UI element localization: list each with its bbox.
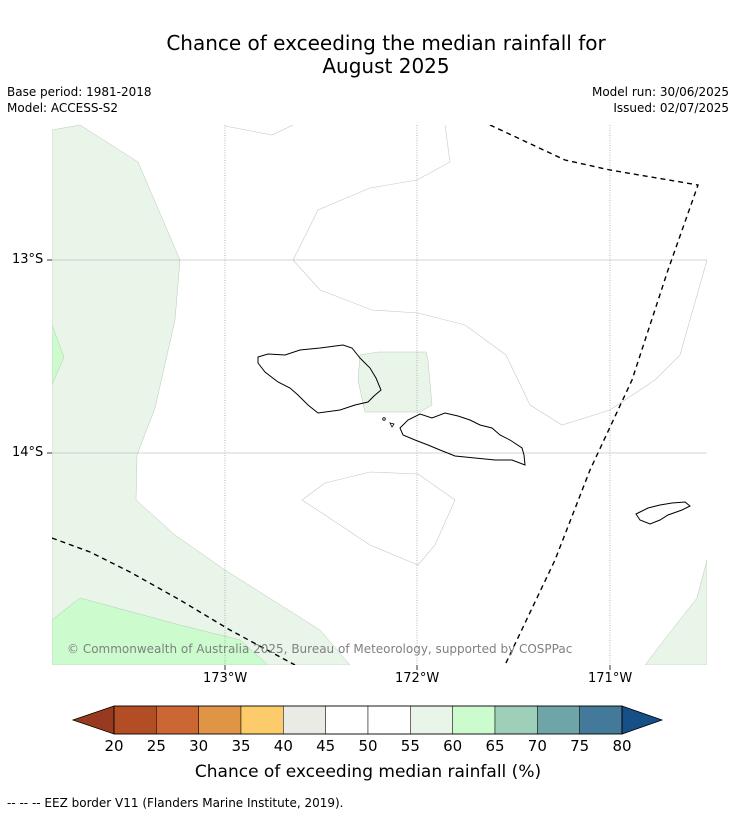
colorbar-tick-label: 55 <box>400 737 420 755</box>
colorbar-segment <box>410 705 453 735</box>
colorbar-segment <box>537 705 580 735</box>
base-period: Base period: 1981-2018 <box>7 85 152 99</box>
colorbar-tick-label: 30 <box>189 737 209 755</box>
colorbar-tick-label: 50 <box>358 737 378 755</box>
issued-date: Issued: 02/07/2025 <box>613 101 729 115</box>
lon-label-173w: 173°W <box>203 671 248 686</box>
model-name: Model: ACCESS-S2 <box>7 101 119 115</box>
lat-label-14s: 14°S <box>12 445 44 460</box>
model-run: Model run: 30/06/2025 <box>591 85 729 99</box>
colorbar-segment <box>579 705 623 735</box>
lat-label-13s: 13°S <box>12 252 44 267</box>
rain-band-55-60-southeast <box>644 559 707 665</box>
rain-band-60-65-southwest <box>52 597 269 665</box>
colorbar <box>71 705 664 735</box>
colorbar-tick-label: 80 <box>612 737 632 755</box>
colorbar-tick-label: 35 <box>231 737 251 755</box>
island-savaii <box>257 344 382 414</box>
colorbar-segment <box>367 705 411 735</box>
colorbar-over-arrow <box>621 705 664 735</box>
colorbar-segment <box>156 705 199 735</box>
colorbar-segment <box>240 705 284 735</box>
island-tutuila <box>635 501 691 525</box>
colorbar-tick-label: 75 <box>570 737 590 755</box>
island-upolu <box>399 412 526 466</box>
colorbar-tick-label: 25 <box>146 737 166 755</box>
colorbar-segment <box>198 705 242 735</box>
colorbar-segment <box>113 705 157 735</box>
rain-band-55-60-central <box>357 351 433 413</box>
colorbar-tick-label: 60 <box>443 737 463 755</box>
eez-footnote: -- -- -- EEZ border V11 (Flanders Marine… <box>7 796 344 810</box>
colorbar-segment <box>494 705 538 735</box>
colorbar-segment <box>452 705 496 735</box>
colorbar-tick-label: 20 <box>104 737 124 755</box>
colorbar-tick-label: 45 <box>316 737 336 755</box>
rain-band-60-65-west <box>52 324 65 386</box>
colorbar-segment <box>325 705 369 735</box>
colorbar-under-arrow <box>71 705 115 735</box>
eez-border-east <box>489 125 699 665</box>
chart-title-line1: Chance of exceeding the median rainfall … <box>166 31 606 55</box>
colorbar-segment <box>283 705 326 735</box>
lon-label-171w: 171°W <box>588 671 633 686</box>
copyright-text: © Commonwealth of Australia 2025, Bureau… <box>67 642 573 656</box>
colorbar-tick-label: 40 <box>273 737 293 755</box>
colorbar-label: Chance of exceeding median rainfall (%) <box>194 762 542 782</box>
colorbar-tick-label: 65 <box>485 737 505 755</box>
colorbar-tick-label: 70 <box>527 737 547 755</box>
lon-label-172w: 172°W <box>395 671 440 686</box>
chart-title-line2: August 2025 <box>322 54 450 78</box>
